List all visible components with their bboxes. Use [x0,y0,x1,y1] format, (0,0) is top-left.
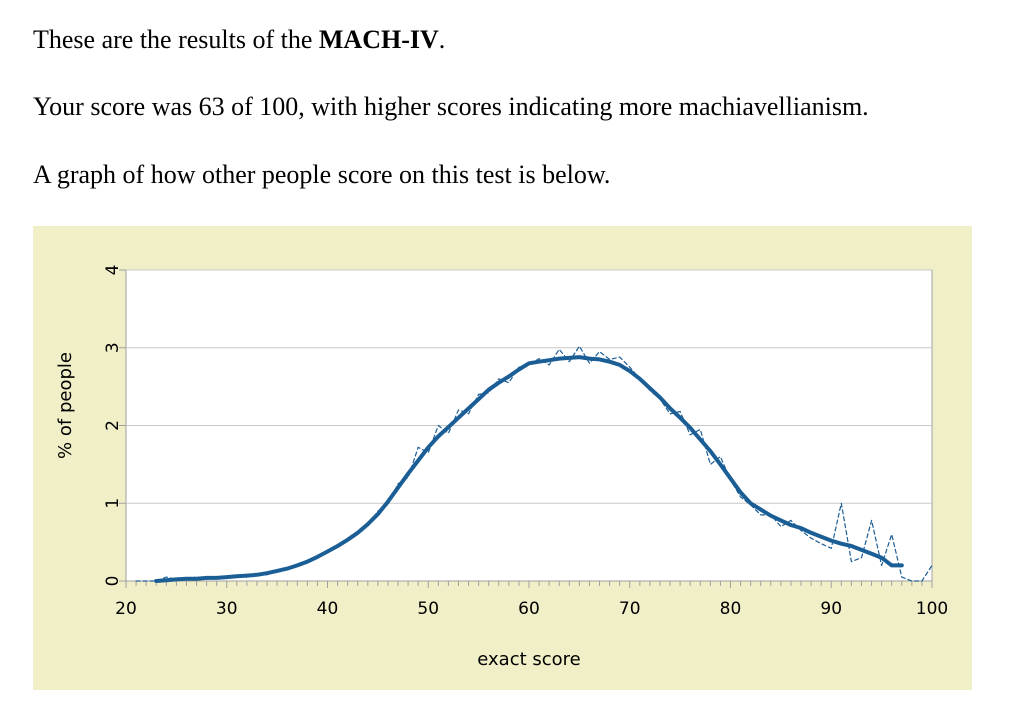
x-tick-label-30: 30 [216,599,238,619]
results-prefix: These are the results of the [33,25,319,54]
x-tick-label-80: 80 [720,599,742,619]
series-line-raw [135,345,933,582]
chart-svg: 0 1 2 3 4 20 30 40 50 60 70 80 90 100 exact score % of … [55,265,948,670]
y-tick-label-1: 1 [103,498,123,509]
results-suffix: . [438,25,446,54]
x-tick-label-100: 100 [916,599,948,619]
y-tick-label-4: 4 [103,265,123,276]
x-tick-label-20: 20 [115,599,137,619]
x-tick-label-90: 90 [820,599,842,619]
x-tick-label-40: 40 [317,599,339,619]
x-tick-label-70: 70 [619,599,641,619]
y-tick-label-0: 0 [103,576,123,587]
y-tick-label-2: 2 [103,420,123,431]
graph-intro: A graph of how other people score on thi… [33,160,611,189]
score-statement: Your score was 63 of 100, with higher sc… [33,92,869,121]
score-distribution-chart: 0 1 2 3 4 20 30 40 50 60 70 80 90 100 exact score % of … [33,226,972,690]
test-name: MACH-IV [318,25,439,54]
x-tick-label-60: 60 [518,599,540,619]
y-axis-title: % of people [55,352,76,459]
y-tick-label-3: 3 [103,342,123,353]
x-axis-title: exact score [477,649,580,670]
x-tick-label-50: 50 [417,599,439,619]
results-heading: These are the results of the MACH-IV. [33,25,445,55]
